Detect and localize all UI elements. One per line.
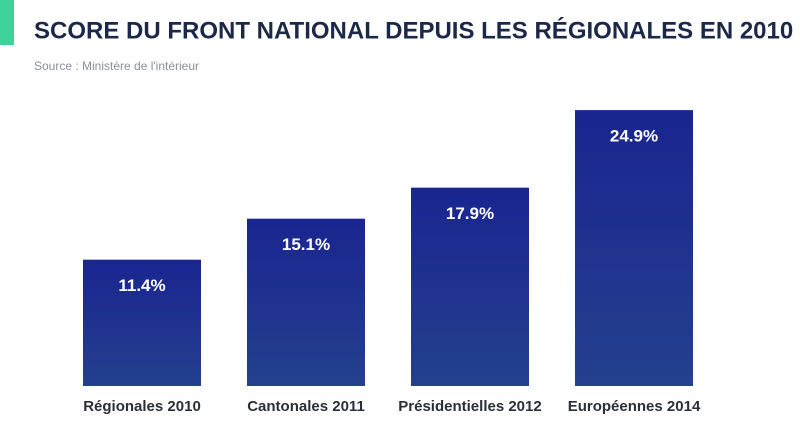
- chart-title: SCORE DU FRONT NATIONAL DEPUIS LES RÉGIO…: [34, 16, 793, 44]
- value-label: 15.1%: [282, 235, 330, 254]
- bar: [411, 187, 529, 386]
- value-label: 24.9%: [610, 127, 658, 146]
- x-tick-label: Cantonales 2011: [247, 398, 365, 415]
- x-tick-label: Européennes 2014: [568, 398, 701, 415]
- value-label: 11.4%: [118, 276, 165, 295]
- bar: [83, 259, 201, 386]
- x-tick-label: Présidentielles 2012: [398, 398, 541, 415]
- x-tick-label: Régionales 2010: [83, 398, 201, 415]
- chart-subtitle: Source : Ministère de l'intérieur: [34, 59, 199, 73]
- bar: [247, 218, 365, 386]
- value-label: 17.9%: [446, 204, 494, 223]
- bar: [575, 110, 693, 386]
- accent-bar: [0, 0, 14, 45]
